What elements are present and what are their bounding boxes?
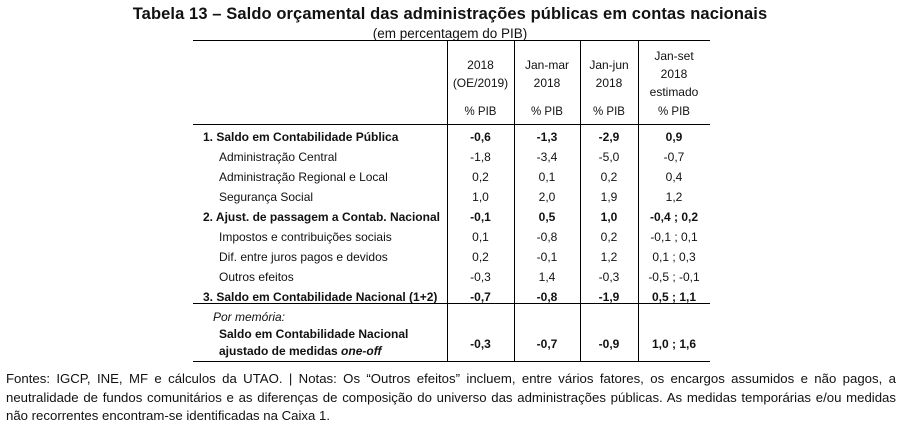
row-label: Administração Regional e Local — [219, 170, 388, 184]
row-value: 0,4 — [665, 170, 683, 184]
table-top-rule — [193, 40, 710, 41]
row-value: 0,5 — [538, 210, 556, 224]
column-header-jan-mar: Jan-mar 2018 — [514, 44, 580, 104]
memo-value: -0,9 — [598, 337, 620, 351]
table-row: Administração Central -1,8 -3,4 -5,0 -0,7 — [193, 148, 710, 168]
column-header-2018-oe: 2018 (OE/2019) — [447, 44, 514, 104]
row-value: -0,1 — [536, 250, 558, 264]
row-label: Dif. entre juros pagos e devidos — [219, 250, 388, 264]
row-value: 1,9 — [600, 190, 618, 204]
unit-label: % PIB — [464, 106, 497, 118]
row-value: -1,3 — [536, 130, 558, 144]
column-divider — [638, 40, 639, 361]
row-value: 1,2 — [665, 190, 683, 204]
column-divider — [580, 40, 581, 361]
table-row: Outros efeitos -0,3 1,4 -0,3 -0,5 ; -0,1 — [193, 268, 710, 288]
memo-label-text: ajustado de medidas — [219, 344, 342, 358]
unit-label: % PIB — [531, 106, 563, 118]
row-value: 0,1 ; 0,3 — [652, 250, 696, 264]
header-line: estimado — [649, 85, 699, 99]
row-value: 1,0 — [472, 190, 489, 204]
row-value: -0,1 — [470, 210, 491, 224]
row-value: -0,7 — [663, 150, 685, 164]
table-row: 1. Saldo em Contabilidade Pública -0,6 -1,… — [193, 128, 710, 148]
row-value: 1,0 — [600, 210, 618, 224]
row-value: -5,0 — [598, 150, 620, 164]
memo-heading: Por memória: — [213, 310, 286, 324]
row-value: -1,9 — [598, 290, 620, 304]
column-header-jan-jun: Jan-jun 2018 — [580, 44, 638, 104]
row-label: Impostos e contribuições sociais — [219, 230, 392, 244]
row-value: 2,0 — [538, 190, 556, 204]
table-row: Impostos e contribuições sociais 0,1 -0,8 0… — [193, 228, 710, 248]
header-rule — [193, 124, 710, 125]
header-line: Jan-mar — [524, 58, 569, 72]
table-title: Tabela 13 – Saldo orçamental das adminis… — [132, 5, 768, 23]
row-value: 0,1 — [538, 170, 556, 184]
row-value: -1,8 — [470, 150, 491, 164]
table-row: Administração Regional e Local 0,2 0,1 0,2 0… — [193, 168, 710, 188]
row-value: 0,9 — [665, 130, 683, 144]
column-header-jan-set: Jan-set 2018 estimado — [638, 44, 710, 104]
memo-label-line1: Saldo em Contabilidade Nacional — [219, 327, 409, 341]
column-divider — [514, 40, 515, 361]
memo-value: -0,3 — [470, 337, 491, 351]
row-value: -0,5 ; -0,1 — [648, 270, 700, 284]
header-line: 2018 — [595, 76, 623, 90]
row-value: 1,4 — [538, 270, 556, 284]
row-value: 0,2 — [600, 230, 618, 244]
memo-value: 1,0 ; 1,6 — [651, 337, 697, 351]
row-value: 0,2 — [600, 170, 618, 184]
row-label: Outros efeitos — [219, 270, 294, 284]
table-row: Dif. entre juros pagos e devidos 0,2 -0,1 1… — [193, 248, 710, 268]
memo-label-line2: ajustado de medidas one-off — [219, 344, 381, 358]
row-value: -0,7 — [470, 290, 491, 304]
column-divider — [447, 40, 448, 361]
table-row: 3. Saldo em Contabilidade Nacional (1+2)… — [193, 288, 710, 308]
row-value: -0,8 — [536, 230, 558, 244]
table-row: Segurança Social 1,0 2,0 1,9 1,2 — [193, 188, 710, 208]
row-label: Administração Central — [219, 150, 338, 164]
memo-rule — [193, 303, 710, 304]
row-value: -3,4 — [536, 150, 558, 164]
row-value: -2,9 — [598, 130, 620, 144]
row-value: -0,1 ; 0,1 — [650, 230, 698, 244]
row-label: 2. Ajust. de passagem a Contab. Nacional — [203, 210, 440, 224]
table-row: 2. Ajust. de passagem a Contab. Nacional… — [193, 208, 710, 228]
sources-notes: Fontes: IGCP, INE, MF e cálculos da UTAO… — [6, 371, 896, 423]
row-value: -0,6 — [470, 130, 491, 144]
unit-label: % PIB — [593, 106, 625, 118]
row-value: 0,2 — [472, 170, 489, 184]
header-line: 2018 — [660, 67, 688, 81]
header-line: 2018 — [467, 58, 494, 72]
memo-value: -0,7 — [536, 337, 558, 351]
row-label: Segurança Social — [219, 190, 314, 204]
row-value: -0,4 ; 0,2 — [649, 210, 699, 224]
row-value: -0,8 — [536, 290, 558, 304]
header-line: 2018 — [533, 76, 561, 90]
header-line: (OE/2019) — [452, 76, 509, 90]
header-line: Jan-jun — [589, 58, 629, 72]
unit-label: % PIB — [658, 106, 690, 118]
header-line: Jan-set — [654, 49, 694, 63]
row-value: 1,2 — [600, 250, 618, 264]
row-label: 3. Saldo em Contabilidade Nacional (1+2) — [203, 290, 438, 304]
memo-label-italic: one-off — [341, 344, 382, 358]
row-label: 1. Saldo em Contabilidade Pública — [203, 130, 399, 144]
table-subtitle: (em percentagem do PIB) — [372, 26, 528, 41]
row-value: -0,3 — [598, 270, 620, 284]
row-value: 0,1 — [472, 230, 489, 244]
row-value: 0,5 ; 1,1 — [651, 290, 697, 304]
row-value: 0,2 — [472, 250, 489, 264]
row-value: -0,3 — [470, 270, 491, 284]
table-bottom-rule — [193, 361, 710, 362]
